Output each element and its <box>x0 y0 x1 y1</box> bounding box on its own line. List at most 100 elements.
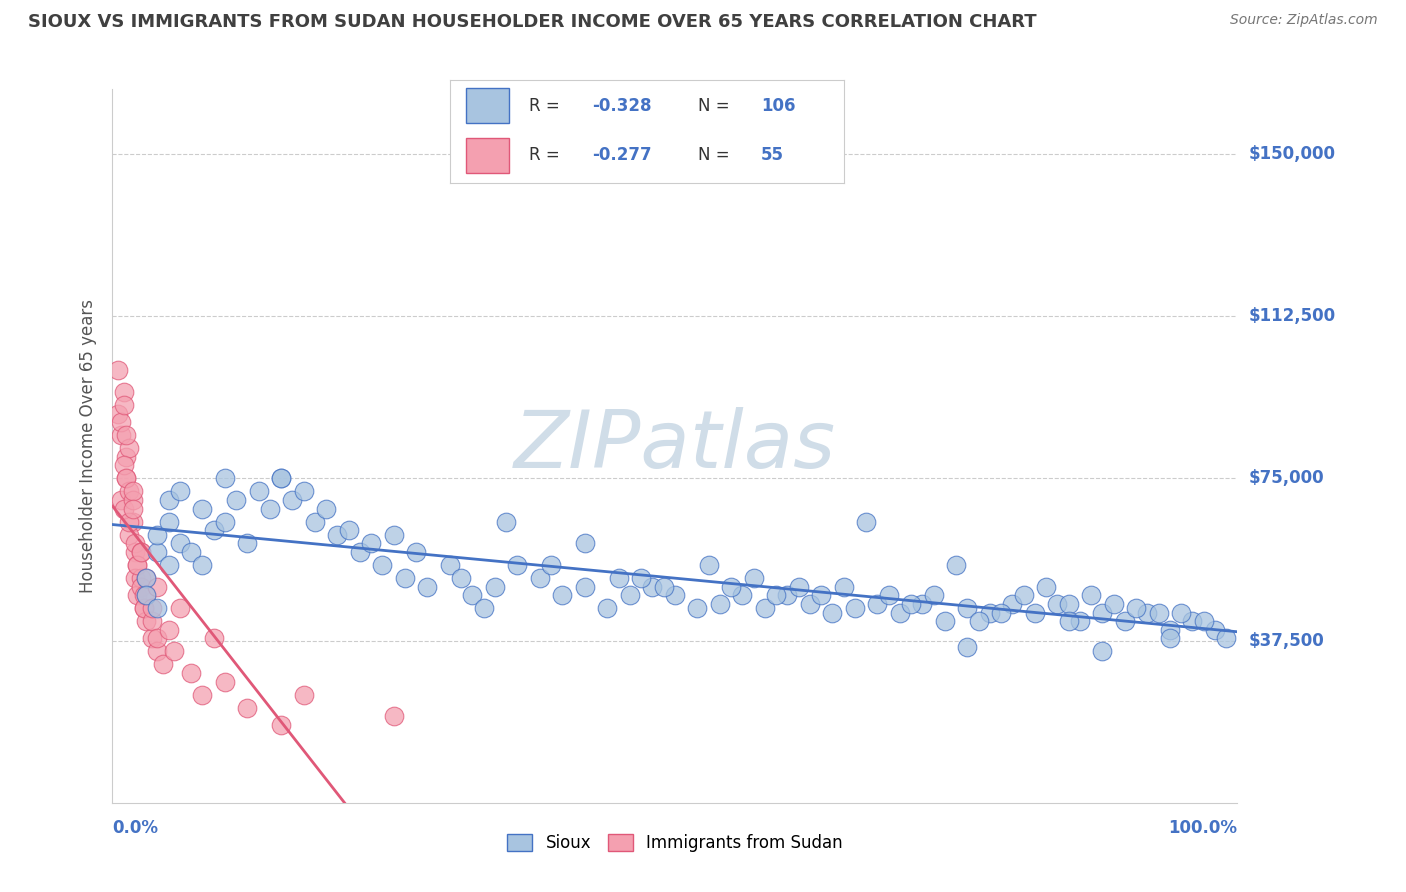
Point <box>551 588 574 602</box>
Point <box>360 536 382 550</box>
Point <box>889 606 911 620</box>
Point <box>315 501 337 516</box>
Point <box>652 580 675 594</box>
Point <box>382 709 405 723</box>
Point <box>163 644 186 658</box>
Point <box>110 428 132 442</box>
Point <box>292 688 315 702</box>
Point <box>135 614 157 628</box>
Text: N =: N = <box>697 97 735 115</box>
Point <box>146 632 169 646</box>
Point <box>1102 597 1125 611</box>
Point <box>115 471 138 485</box>
Point <box>1181 614 1204 628</box>
Point <box>326 527 349 541</box>
Point <box>720 580 742 594</box>
Point <box>911 597 934 611</box>
Text: R =: R = <box>529 146 565 164</box>
Point <box>132 601 155 615</box>
Point <box>121 493 143 508</box>
Point <box>132 601 155 615</box>
Point <box>506 558 529 572</box>
Point <box>461 588 484 602</box>
Point <box>141 601 163 615</box>
Point <box>472 601 495 615</box>
Point <box>821 606 844 620</box>
Point <box>191 501 214 516</box>
Point <box>484 580 506 594</box>
Point <box>127 588 149 602</box>
Point <box>127 558 149 572</box>
Point <box>121 515 143 529</box>
Point <box>664 588 686 602</box>
Point <box>1114 614 1136 628</box>
Point <box>731 588 754 602</box>
Point <box>112 384 135 399</box>
Point <box>247 484 270 499</box>
Point <box>1159 623 1181 637</box>
Point <box>1136 606 1159 620</box>
Point <box>382 527 405 541</box>
Point <box>799 597 821 611</box>
Point <box>270 471 292 485</box>
Text: Source: ZipAtlas.com: Source: ZipAtlas.com <box>1230 13 1378 28</box>
Point <box>202 632 225 646</box>
Point <box>1159 632 1181 646</box>
Point <box>1024 606 1046 620</box>
Point <box>124 571 146 585</box>
Point <box>202 524 225 538</box>
Point <box>1192 614 1215 628</box>
Point <box>115 450 138 464</box>
Bar <box>465 137 509 173</box>
Point <box>765 588 787 602</box>
Text: $112,500: $112,500 <box>1249 307 1336 326</box>
Text: 106: 106 <box>761 97 796 115</box>
Point <box>129 571 152 585</box>
Point <box>118 527 141 541</box>
Point <box>118 515 141 529</box>
Point <box>1057 597 1080 611</box>
Point <box>945 558 967 572</box>
Point <box>146 580 169 594</box>
Point <box>124 545 146 559</box>
Text: $75,000: $75,000 <box>1249 469 1324 487</box>
Text: 0.0%: 0.0% <box>112 820 159 838</box>
Point <box>1046 597 1069 611</box>
Point <box>281 493 304 508</box>
Point <box>934 614 956 628</box>
Point <box>900 597 922 611</box>
Point <box>1001 597 1024 611</box>
Point <box>450 571 472 585</box>
Point <box>112 458 135 473</box>
Point <box>686 601 709 615</box>
Point <box>1125 601 1147 615</box>
Point <box>1091 606 1114 620</box>
Point <box>146 601 169 615</box>
Point <box>855 515 877 529</box>
Point <box>956 601 979 615</box>
Text: -0.328: -0.328 <box>592 97 651 115</box>
Point <box>529 571 551 585</box>
Point <box>157 623 180 637</box>
Text: 55: 55 <box>761 146 785 164</box>
Point <box>956 640 979 654</box>
Legend: Sioux, Immigrants from Sudan: Sioux, Immigrants from Sudan <box>501 827 849 859</box>
Point <box>1012 588 1035 602</box>
Point <box>135 571 157 585</box>
Point <box>979 606 1001 620</box>
Point <box>169 484 191 499</box>
Point <box>596 601 619 615</box>
Point <box>866 597 889 611</box>
Point <box>270 718 292 732</box>
Point <box>697 558 720 572</box>
Point <box>574 580 596 594</box>
Point <box>1204 623 1226 637</box>
Point <box>157 493 180 508</box>
Point <box>107 407 129 421</box>
Point <box>115 428 138 442</box>
Point <box>169 536 191 550</box>
Point <box>225 493 247 508</box>
Point <box>214 515 236 529</box>
Point <box>152 657 174 672</box>
Point <box>967 614 990 628</box>
